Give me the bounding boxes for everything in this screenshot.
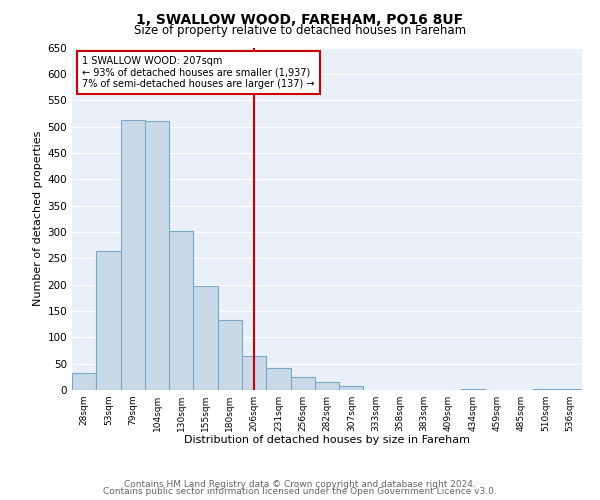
Text: Contains public sector information licensed under the Open Government Licence v3: Contains public sector information licen… — [103, 487, 497, 496]
Bar — [315, 382, 339, 390]
Bar — [72, 372, 96, 390]
X-axis label: Distribution of detached houses by size in Fareham: Distribution of detached houses by size … — [184, 436, 470, 446]
Bar — [218, 320, 242, 390]
Y-axis label: Number of detached properties: Number of detached properties — [33, 131, 43, 306]
Bar — [339, 386, 364, 390]
Bar — [145, 122, 169, 390]
Bar — [533, 389, 558, 390]
Text: 1 SWALLOW WOOD: 207sqm
← 93% of detached houses are smaller (1,937)
7% of semi-d: 1 SWALLOW WOOD: 207sqm ← 93% of detached… — [82, 56, 314, 90]
Text: Contains HM Land Registry data © Crown copyright and database right 2024.: Contains HM Land Registry data © Crown c… — [124, 480, 476, 489]
Bar — [96, 252, 121, 390]
Bar — [169, 231, 193, 390]
Bar — [290, 377, 315, 390]
Bar — [266, 368, 290, 390]
Bar — [558, 389, 582, 390]
Bar — [121, 120, 145, 390]
Text: 1, SWALLOW WOOD, FAREHAM, PO16 8UF: 1, SWALLOW WOOD, FAREHAM, PO16 8UF — [136, 12, 464, 26]
Bar — [461, 389, 485, 390]
Bar — [242, 356, 266, 390]
Text: Size of property relative to detached houses in Fareham: Size of property relative to detached ho… — [134, 24, 466, 37]
Bar — [193, 286, 218, 390]
